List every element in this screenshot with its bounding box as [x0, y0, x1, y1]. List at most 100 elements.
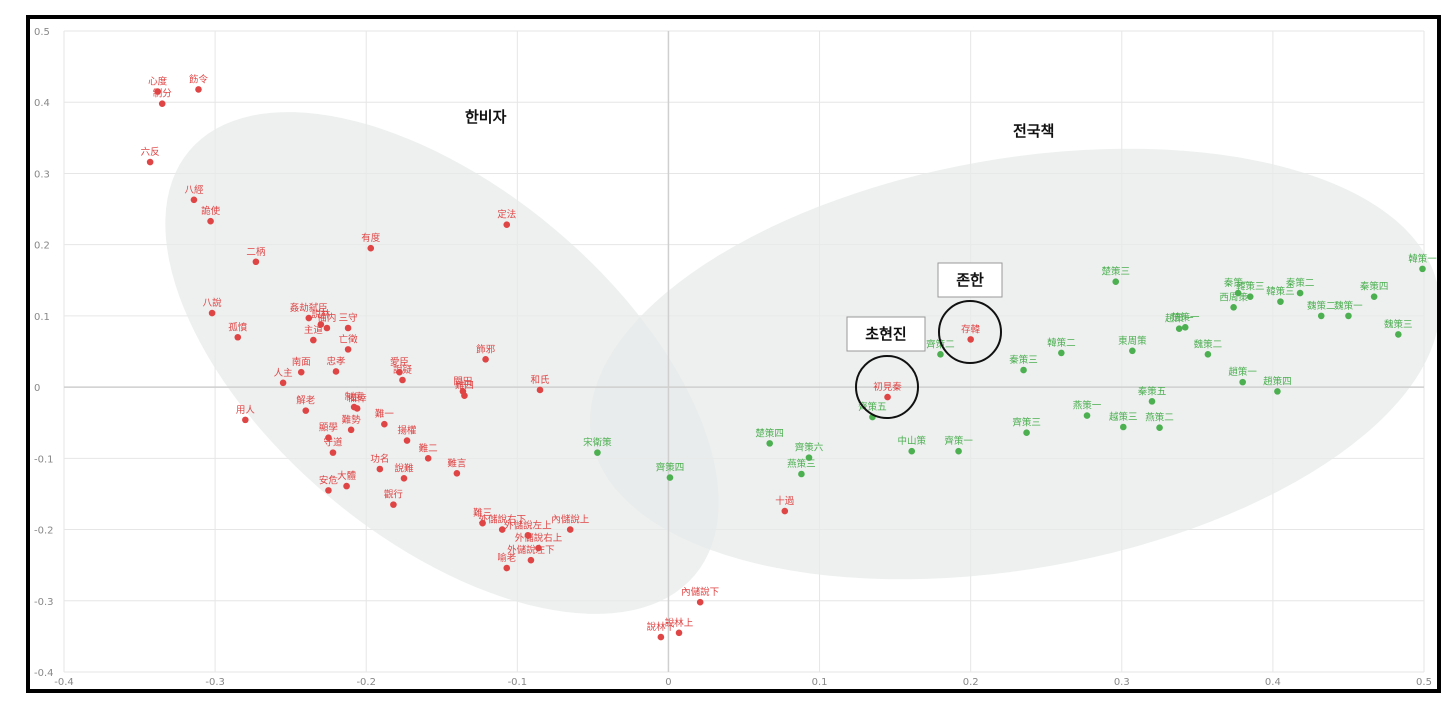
data-point-label: 魏策一 [1334, 300, 1363, 312]
data-point-label: 趙策一 [1228, 366, 1257, 378]
data-point-label: 觀行 [384, 489, 404, 501]
data-point [252, 258, 260, 266]
x-tick-label: 0.4 [1265, 677, 1281, 688]
x-tick-label: 0.5 [1416, 677, 1432, 688]
data-point [1083, 412, 1091, 419]
data-point [594, 449, 601, 456]
data-point-label: 秦策二 [1286, 277, 1315, 289]
data-point [798, 470, 805, 478]
data-point [1181, 323, 1189, 331]
data-point-label: 問田 [453, 376, 472, 387]
data-point-label: 備内 [317, 312, 336, 324]
data-point-label: 人主 [274, 367, 293, 379]
x-tick-label: 0.1 [812, 677, 828, 688]
data-point-label: 說林上 [665, 617, 694, 629]
data-point-label: 東周策 [1118, 335, 1147, 347]
data-point-label: 孤憤 [228, 321, 248, 333]
data-point [323, 324, 331, 332]
data-point-label: 難勢 [342, 414, 362, 426]
data-point [317, 321, 325, 328]
cunhan-callout-text: 존한 [956, 271, 984, 289]
data-point-label: 齊策六 [795, 442, 824, 454]
data-point [536, 386, 544, 394]
data-point-label: 亡徵 [339, 333, 359, 345]
zhanguoce-group-label: 전국책 [1013, 122, 1054, 140]
data-point [208, 309, 216, 317]
data-point-label: 忠孝 [326, 356, 346, 367]
data-point [1058, 349, 1065, 357]
data-point [766, 440, 773, 447]
data-point-label: 秦策一 [1224, 277, 1253, 289]
data-point [1175, 325, 1183, 333]
data-point [207, 217, 214, 225]
data-point-label: 難四 [455, 380, 474, 392]
data-point-label: 有度 [361, 232, 381, 244]
data-point-label: 說難 [394, 462, 414, 474]
data-point [344, 346, 352, 353]
data-point-label: 外儲說右下 [478, 514, 526, 526]
data-point-label: 魏策二 [1194, 338, 1223, 350]
data-point [381, 420, 388, 428]
data-point [1156, 424, 1163, 432]
cluster-hulls [165, 112, 1437, 614]
y-tick-label: -0.4 [34, 668, 54, 679]
data-point-label: 越策三 [1109, 411, 1138, 423]
x-tick-label: 0.2 [963, 677, 979, 688]
data-point [329, 449, 337, 456]
data-point-label: 秦策五 [1138, 385, 1167, 397]
data-point-label: 燕策一 [1073, 400, 1102, 412]
data-point [805, 454, 813, 461]
data-point-label: 八經 [184, 184, 204, 196]
data-point [1246, 293, 1254, 300]
y-tick-label: 0.5 [34, 27, 50, 38]
data-point [1345, 312, 1352, 320]
data-point-label: 功名 [370, 453, 389, 465]
data-point [503, 221, 511, 229]
data-point-label: 南面 [292, 356, 311, 368]
y-tick-label: 0.2 [34, 241, 50, 252]
data-point [696, 598, 704, 606]
data-point-label: 楚策三 [1101, 266, 1130, 278]
data-point-label: 和氏 [530, 375, 550, 386]
axes: -0.4 -0.3 -0.2 -0.1 0 0.1 0.2 0.3 0.4 0.5 -0.4 -0.3… [34, 27, 1432, 688]
data-point-label: 魏策三 [1384, 318, 1413, 330]
cunhan-callout-box [937, 262, 1003, 298]
data-point [325, 487, 332, 494]
data-point [403, 437, 411, 444]
y-tick-label: 0.3 [34, 169, 50, 180]
y-tick-label: -0.2 [34, 526, 54, 537]
data-point-label: 外儲說右上 [515, 532, 563, 544]
data-point [1230, 304, 1237, 311]
data-point-label: 顯學 [319, 422, 338, 434]
data-point [1204, 351, 1212, 358]
data-point-label: 心度 [148, 76, 168, 88]
data-point [396, 368, 403, 376]
data-point-label: 宋衛策 [583, 437, 612, 449]
data-point-label: 說林下 [647, 621, 676, 633]
data-point [479, 519, 486, 527]
x-tick-label: -0.2 [356, 677, 376, 688]
data-point-label: 外儲說左下 [507, 544, 555, 556]
data-point [527, 556, 535, 564]
data-point [332, 368, 340, 375]
data-point-label: 難二 [419, 442, 438, 454]
data-point-label: 內儲說上 [551, 514, 590, 526]
x-tick-label: -0.1 [508, 677, 528, 688]
data-point-label: 燕策三 [787, 458, 816, 470]
chuxianqin-callout-box [846, 316, 926, 352]
data-point-label: 揚權 [398, 425, 418, 437]
data-point [1148, 398, 1156, 405]
data-point-label: 齊策一 [944, 435, 973, 447]
data-point [498, 526, 506, 533]
data-point-label: 魏策二 [1307, 300, 1336, 312]
data-point [1296, 289, 1304, 297]
data-point-label: 守道 [323, 437, 343, 449]
scatter-plot: -0.4 -0.3 -0.2 -0.1 0 0.1 0.2 0.3 0.4 0.5 -0.4 -0.3… [34, 27, 1437, 688]
data-point [195, 86, 202, 93]
y-tick-label: 0.4 [34, 98, 50, 109]
data-point-label: 十過 [775, 495, 795, 507]
data-point-label: 姦劫弑臣 [290, 302, 328, 314]
data-point-label: 齊策二 [926, 338, 955, 350]
